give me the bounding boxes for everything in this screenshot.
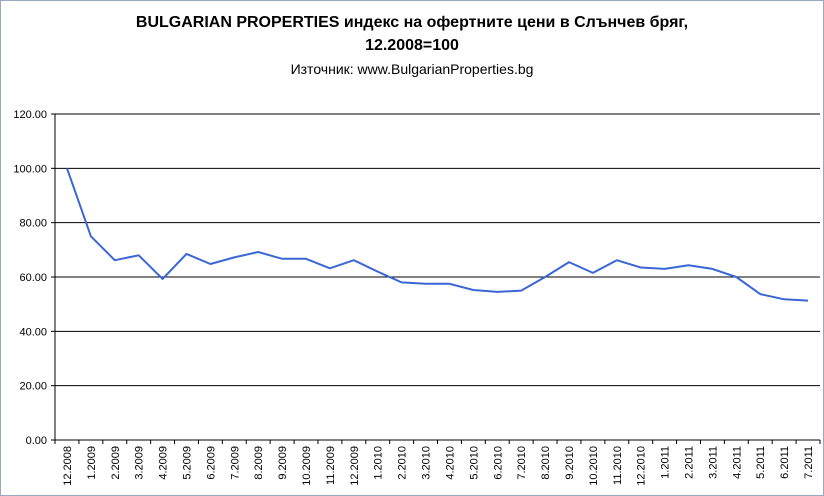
data-point (592, 272, 594, 274)
data-point (138, 254, 140, 256)
data-point (735, 276, 737, 278)
data-point (664, 268, 666, 270)
x-tick-label: 3.2011 (707, 446, 719, 479)
data-point (281, 258, 283, 260)
x-tick-label: 9.2009 (277, 446, 289, 480)
x-tick-label: 8.2009 (253, 446, 265, 480)
x-tick-label: 3.2010 (421, 446, 433, 480)
x-tick-label: 9.2010 (564, 446, 576, 480)
chart-subtitle: Източник: www.BulgarianProperties.bg (290, 61, 534, 77)
data-point (66, 167, 68, 169)
data-point (807, 300, 809, 302)
data-point (616, 259, 618, 261)
x-tick-label: 2.2011 (684, 446, 696, 479)
data-point (185, 253, 187, 255)
x-tick-label: 1.2009 (86, 446, 98, 480)
x-tick-label: 3.2009 (134, 446, 146, 480)
data-point (544, 276, 546, 278)
data-point (472, 289, 474, 291)
y-tick-label: 60.00 (19, 272, 47, 284)
y-tick-label: 80.00 (19, 218, 47, 230)
x-tick-label: 6.2009 (205, 446, 217, 480)
data-point (90, 235, 92, 237)
x-tick-label: 1.2010 (373, 446, 385, 480)
x-tick-label: 12.2008 (62, 446, 74, 486)
data-point (783, 298, 785, 300)
x-tick-label: 5.2011 (755, 446, 767, 479)
y-tick-label: 100.00 (13, 163, 47, 175)
x-tick-label: 7.2010 (516, 446, 528, 480)
data-point (448, 283, 450, 285)
data-point (114, 259, 116, 261)
data-point (377, 271, 379, 273)
x-tick-label: 11.2009 (325, 446, 337, 485)
y-tick-label: 20.00 (19, 381, 47, 393)
x-tick-label: 1.2011 (660, 446, 672, 479)
data-point (568, 261, 570, 263)
data-point (257, 251, 259, 253)
y-tick-label: 40.00 (19, 326, 47, 338)
y-tick-label: 0.00 (26, 435, 47, 447)
data-point (688, 264, 690, 266)
x-tick-label: 4.2010 (444, 446, 456, 480)
x-tick-label: 6.2011 (779, 446, 791, 479)
data-point (401, 281, 403, 283)
x-tick-label: 2.2009 (110, 446, 122, 480)
data-point (640, 266, 642, 268)
x-tick-label: 12.2009 (349, 446, 361, 486)
x-tick-label: 5.2010 (468, 446, 480, 480)
x-tick-label: 10.2010 (588, 446, 600, 486)
data-point (759, 293, 761, 295)
data-point (353, 259, 355, 261)
data-point (209, 263, 211, 265)
x-tick-label: 2.2010 (397, 446, 409, 480)
x-tick-label: 5.2009 (181, 446, 193, 480)
data-point (520, 290, 522, 292)
data-point (162, 278, 164, 280)
y-tick-label: 120.00 (13, 109, 47, 121)
chart-title-line2: 12.2008=100 (365, 37, 459, 54)
series-line (66, 167, 809, 302)
x-tick-label: 12.2010 (636, 446, 648, 486)
x-tick-label: 4.2009 (158, 446, 170, 480)
data-point (425, 283, 427, 285)
x-tick-label: 11.2010 (612, 446, 624, 485)
x-tick-label: 4.2011 (731, 446, 743, 479)
chart-title-line1: BULGARIAN PROPERTIES индекс на офертните… (135, 14, 689, 31)
x-tick-label: 10.2009 (301, 446, 313, 486)
x-tick-label: 6.2010 (492, 446, 504, 480)
x-tick-label: 8.2010 (540, 446, 552, 480)
x-tick-label: 7.2009 (229, 446, 241, 480)
data-point (233, 256, 235, 258)
data-point (305, 258, 307, 260)
x-tick-label: 7.2011 (803, 446, 815, 479)
data-point (496, 291, 498, 293)
data-point (711, 268, 713, 270)
data-point (329, 267, 331, 269)
